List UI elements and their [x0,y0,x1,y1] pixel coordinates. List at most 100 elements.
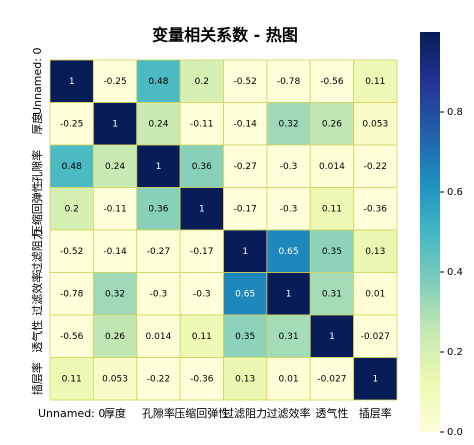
cell-label: -0.27 [147,247,170,257]
cell-label: 0.48 [62,162,82,172]
cell-label: 0.65 [279,247,299,257]
cell-label: -0.25 [103,77,126,87]
heatmap-cell [266,102,311,146]
x-tick-label: 过滤阻力 [223,407,267,420]
heatmap-cell [223,272,268,316]
y-tick-label: Unnamed: 0 [31,48,44,115]
cell-label: 0.48 [148,77,168,87]
y-tick-label: 厚度 [30,113,44,135]
cell-label: 0.11 [322,204,342,214]
heatmap-cell [92,144,138,188]
x-tick-label: 压缩回弹性 [174,406,229,420]
heatmap-cell [136,357,181,401]
heatmap-cell [309,144,355,188]
heatmap-cell [49,144,94,188]
y-tick-label: 孔隙率 [30,150,44,183]
heatmap-cell [353,59,398,103]
cell-label: 0.24 [148,119,168,129]
heatmap-cell [223,357,268,401]
cell-label: -0.14 [234,119,258,129]
heatmap-cell [223,144,268,188]
colorbar-tick-label: 0.8 [447,107,463,118]
cell-label: 0.13 [365,247,385,257]
heatmap-cell [223,229,268,273]
cell-label: 0.31 [322,289,342,299]
chart-title: 变量相关系数 - 热图 [152,26,298,45]
cell-label: 0.35 [322,247,342,257]
y-tick-label: 过滤阻力 [31,229,44,273]
heatmap-cell [136,314,181,358]
y-tick-label: 插层率 [30,362,44,395]
cell-label: 0.11 [365,77,385,87]
heatmap-cell [179,357,224,401]
heatmap-cell [266,144,311,188]
heatmap-cell [179,187,224,231]
heatmap-cell [353,357,398,401]
x-tick-label: 透气性 [315,406,348,420]
cell-label: -0.36 [364,204,388,214]
heatmap-cell [49,314,94,358]
cell-label: 0.053 [362,119,388,129]
colorbar-tick-label: 0.6 [447,187,463,198]
cell-label: -0.52 [234,77,257,87]
cell-label: 0.13 [235,374,255,384]
cell-label: -0.17 [190,247,213,257]
cell-label: 0.31 [279,332,299,342]
cell-label: -0.52 [60,247,83,257]
heatmap-cell [309,187,355,231]
cell-label: 0.36 [148,204,168,214]
cell-label: -0.25 [60,119,83,129]
cell-label: -0.3 [280,204,298,214]
heatmap-cell [309,314,355,358]
x-tick-label: Unnamed: 0 [38,407,105,420]
cell-label: -0.78 [60,289,84,299]
cell-label: 0.01 [279,374,299,384]
cell-label: 1 [199,204,205,214]
cell-label: 0.2 [65,204,79,214]
cell-label: 0.65 [235,289,255,299]
cell-label: 0.014 [146,332,172,342]
cell-label: 0.053 [102,374,128,384]
cell-label: -0.78 [277,77,301,87]
cell-label: -0.027 [361,332,390,342]
heatmap-cell [49,187,94,231]
heatmap-cell [136,272,181,316]
cell-label: -0.27 [234,162,257,172]
cell-label: -0.3 [150,289,168,299]
cell-label: -0.56 [60,332,84,342]
heatmap-cell [92,272,138,316]
cell-label: 0.32 [105,289,125,299]
cell-label: 0.2 [195,77,209,87]
cell-label: 0.11 [192,332,212,342]
heatmap-cell [49,59,94,103]
heatmap-cell [353,272,398,316]
x-tick-label: 插层率 [359,406,392,420]
cell-label: 0.32 [279,119,299,129]
cell-label: 1 [286,289,292,299]
heatmap-cell [49,357,94,401]
cell-label: -0.027 [317,374,346,384]
cell-label: 0.35 [235,332,255,342]
y-tick-label: 透气性 [30,320,44,353]
cell-label: 0.26 [105,332,125,342]
heatmap-cell [223,314,268,358]
cell-label: 1 [69,77,75,87]
cell-label: -0.36 [190,374,214,384]
heatmap-cell [266,314,311,358]
colorbar-tick-label: 0.4 [447,267,463,278]
heatmap-cell [179,229,224,273]
heatmap-cell [92,59,138,103]
x-tick-label: 厚度 [104,406,126,420]
heatmap-cell [353,144,398,188]
cell-label: -0.3 [280,162,298,172]
cell-label: 1 [329,332,335,342]
x-tick-label: 孔隙率 [142,406,175,420]
heatmap-cell [353,102,398,146]
heatmap-cell [353,229,398,273]
cell-label: -0.17 [234,204,257,214]
heatmap-cell [136,187,181,231]
cell-label: -0.3 [193,289,211,299]
cell-label: 0.014 [319,162,345,172]
heatmap-cell [353,314,398,358]
cell-label: -0.22 [147,374,170,384]
